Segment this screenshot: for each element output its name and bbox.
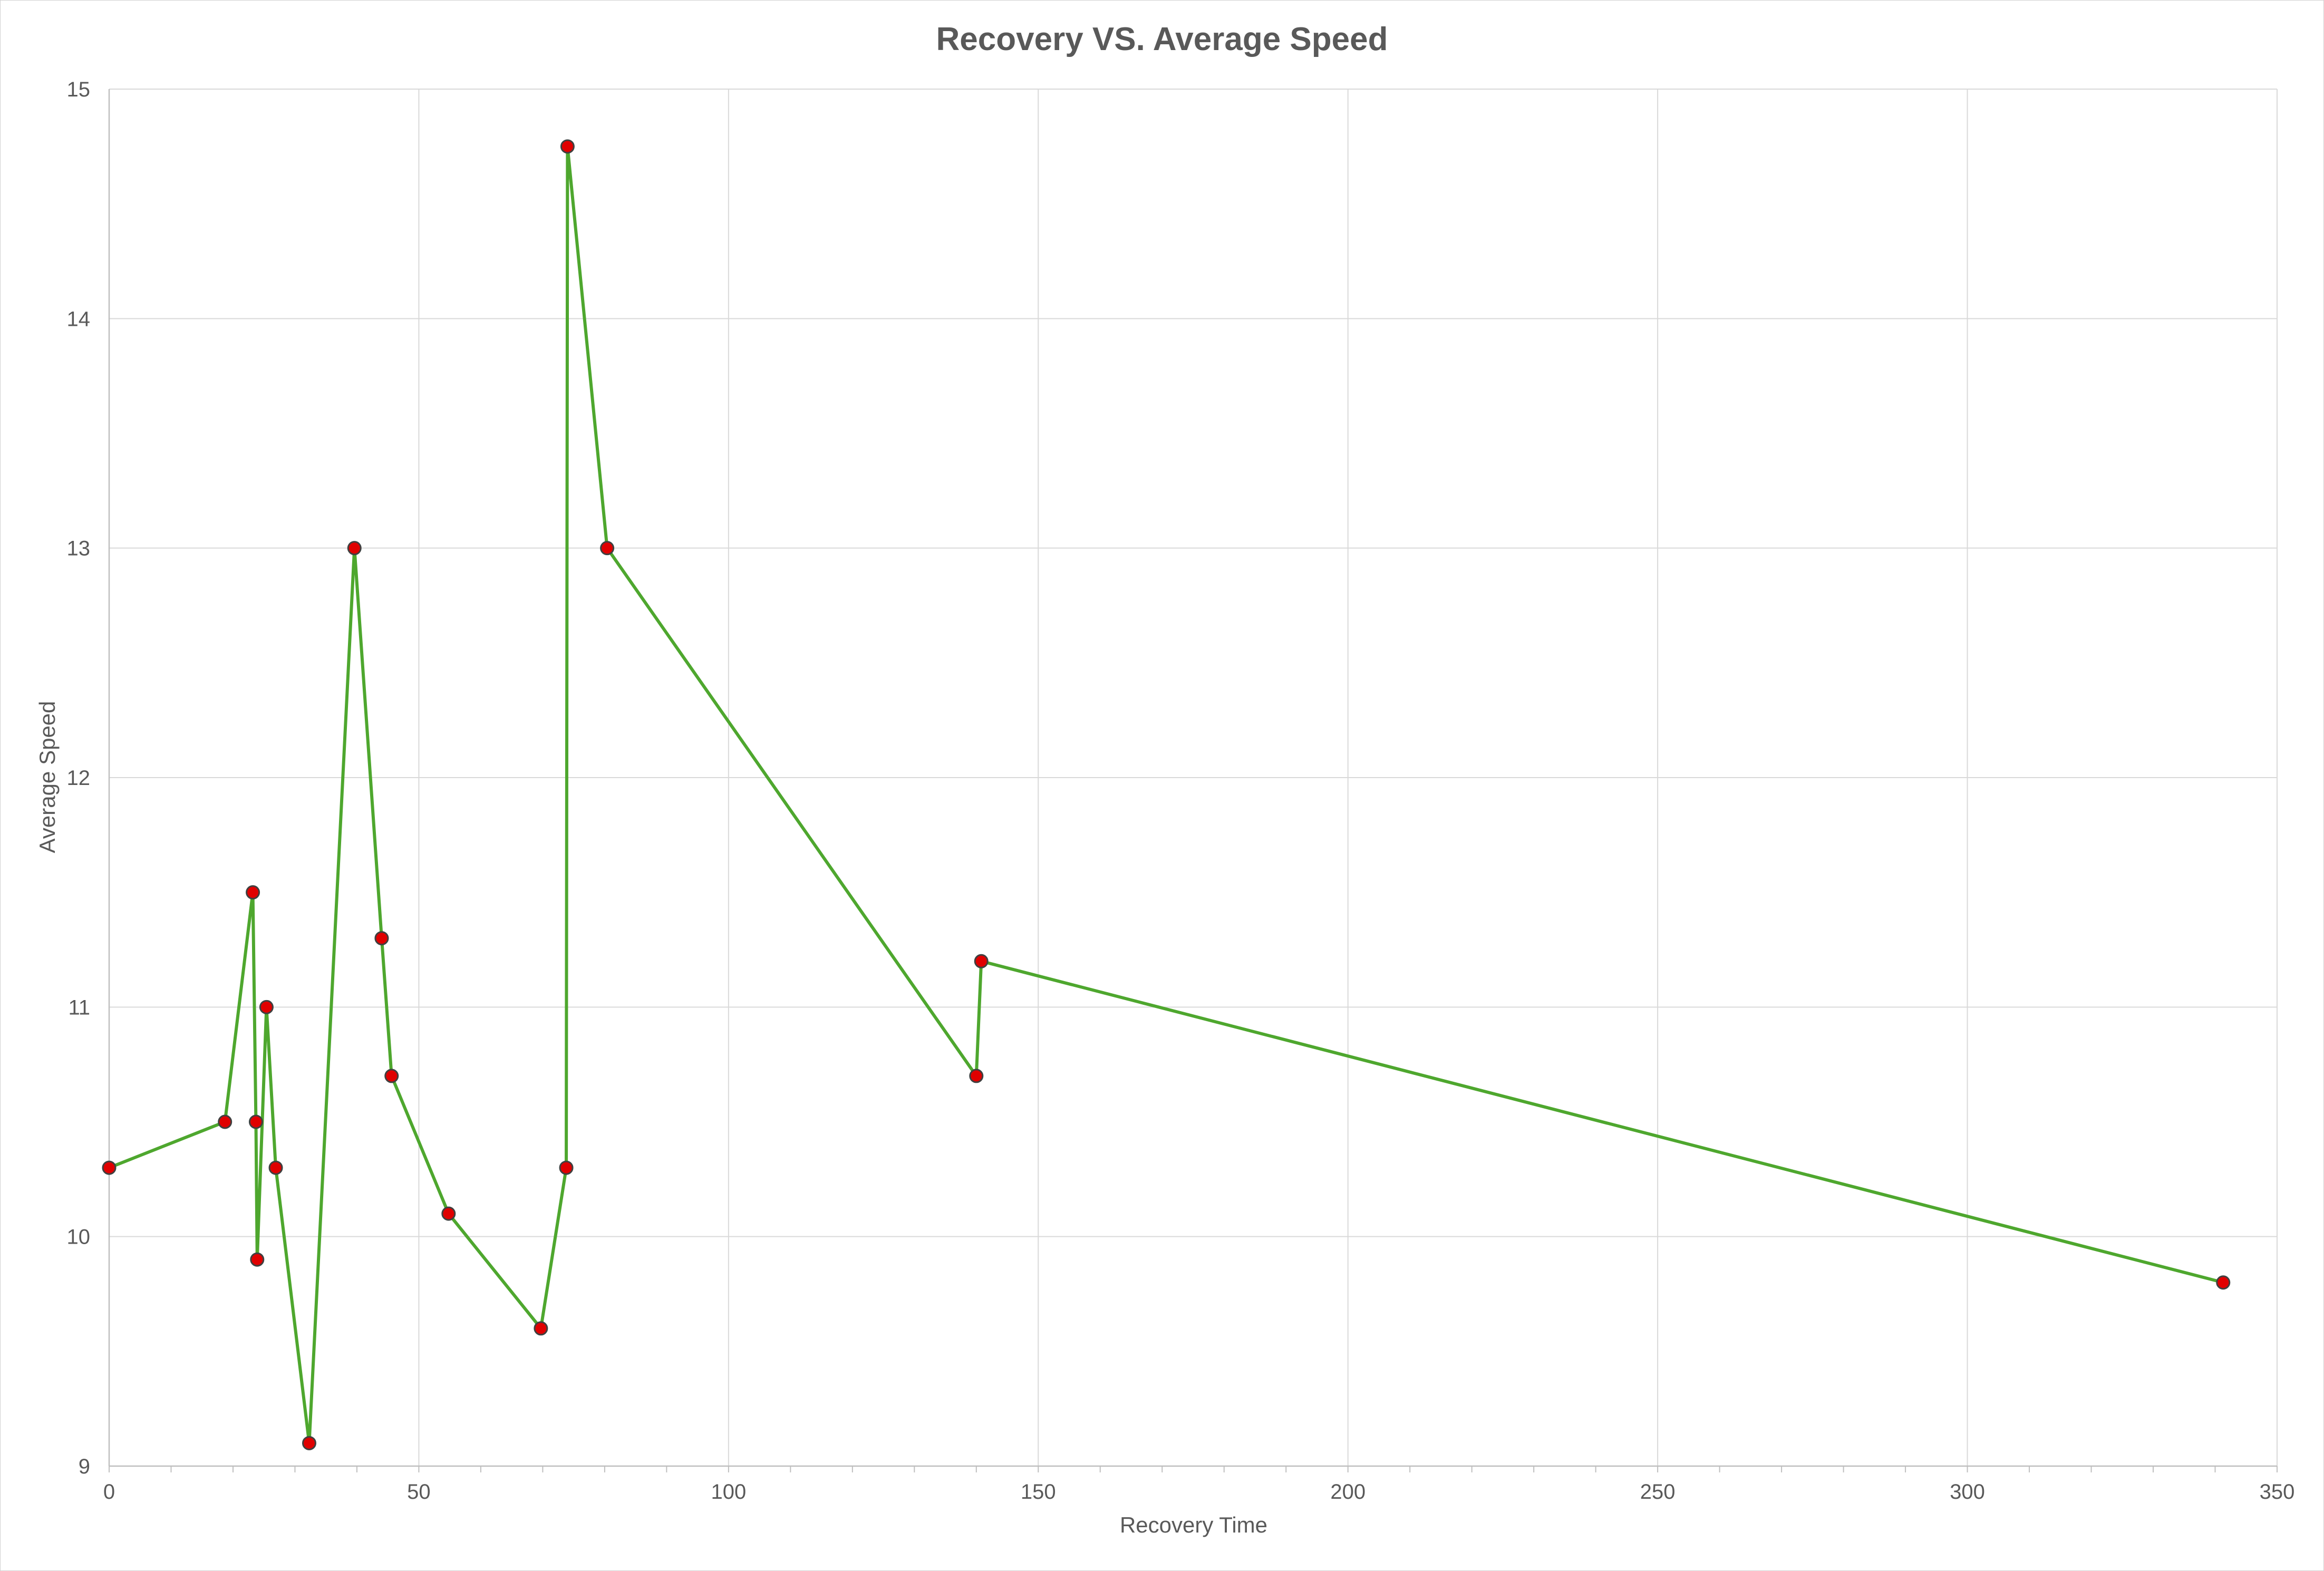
data-point [974,954,989,968]
y-tick-label: 12 [67,767,91,790]
x-tick-label: 0 [103,1480,115,1504]
chart-title: Recovery VS. Average Speed [936,21,1388,57]
tick-label-layer: 0 50 100 150 200 250 300 350 9 10 11 12 13 14 15 [67,78,2295,1504]
axis-layer [108,89,2278,1472]
x-tick-label: 50 [407,1480,431,1504]
data-point [384,1069,399,1083]
x-tick-label: 300 [1950,1480,1985,1504]
data-point [246,885,260,900]
y-tick-label: 10 [67,1226,91,1249]
data-point [559,1160,574,1175]
y-tick-label: 11 [68,996,90,1019]
y-tick-label: 15 [67,78,91,101]
data-point [2216,1275,2231,1290]
data-point [268,1160,283,1175]
y-tick-label: 13 [67,537,91,560]
x-tick-label: 150 [1021,1480,1056,1504]
data-point [347,541,362,556]
data-point [259,1000,274,1014]
x-tick-label: 250 [1640,1480,1676,1504]
y-axis-title: Average Speed [35,701,60,854]
data-point [102,1160,117,1175]
y-tick-label: 9 [79,1455,90,1478]
data-point [374,931,389,946]
data-point [248,1114,263,1129]
data-point [302,1436,316,1450]
data-point [600,541,615,556]
data-point [560,139,575,154]
data-point [250,1252,265,1267]
data-point [441,1206,456,1221]
grid-layer [109,89,2278,1466]
x-tick-label: 200 [1330,1480,1366,1504]
series-layer [102,139,2231,1450]
y-tick-label: 14 [67,307,91,331]
data-point [969,1069,984,1083]
series-line [108,144,2225,1445]
data-point [218,1114,233,1129]
data-point [534,1321,548,1336]
x-tick-label: 100 [711,1480,746,1504]
x-axis-title: Recovery Time [1120,1512,1267,1537]
x-tick-label: 350 [2260,1480,2295,1504]
